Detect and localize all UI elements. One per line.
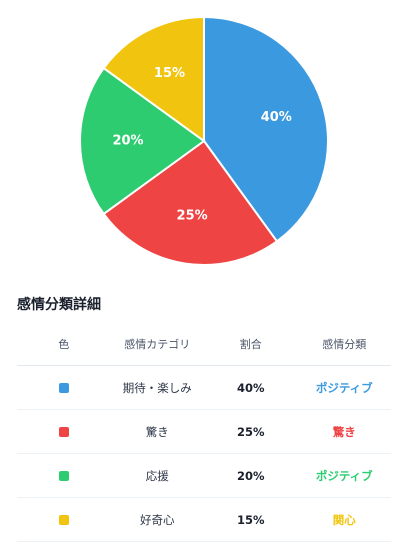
emotion-detail-table: 色 感情カテゴリ 割合 感情分類 期待・楽しみ 40% ポジティブ 驚き 25%… (17, 323, 391, 542)
category-cell: 好奇心 (110, 497, 204, 542)
color-cell (17, 497, 111, 542)
color-swatch (58, 427, 69, 437)
color-swatch (58, 383, 69, 393)
header-category: 感情カテゴリ (110, 323, 204, 366)
class-cell: ポジティブ (297, 453, 391, 498)
class-cell: ポジティブ (297, 365, 391, 410)
slice-curiosity (102, 15, 205, 143)
class-cell: 驚き (297, 409, 391, 454)
category-cell: 期待・楽しみ (110, 365, 204, 410)
color-swatch (58, 515, 69, 525)
table-row: 驚き 25% 驚き (17, 409, 391, 454)
emotion-pie-chart: 40% 25% 20% 15% (79, 15, 329, 266)
color-swatch (58, 471, 69, 481)
ratio-cell: 40% (204, 365, 298, 410)
slice-support (79, 66, 206, 216)
color-cell (17, 409, 111, 454)
table-row: 応援 20% ポジティブ (17, 453, 391, 498)
table-row: 期待・楽しみ 40% ポジティブ (17, 365, 391, 410)
slice-percent-label: 40% (261, 110, 292, 125)
category-cell: 驚き (110, 409, 204, 454)
ratio-cell: 25% (204, 409, 298, 454)
table-header-row: 色 感情カテゴリ 割合 感情分類 (17, 323, 391, 366)
slice-percent-label: 15% (154, 66, 185, 81)
slice-percent-label: 20% (112, 134, 143, 149)
ratio-cell: 20% (204, 453, 298, 498)
color-cell (17, 365, 111, 410)
class-cell: 関心 (297, 497, 391, 542)
slice-surprise (102, 139, 279, 266)
category-cell: 応援 (110, 453, 204, 498)
header-class: 感情分類 (297, 323, 391, 366)
section-title: 感情分類詳細 (17, 297, 101, 313)
ratio-cell: 15% (204, 497, 298, 542)
header-ratio: 割合 (204, 323, 298, 366)
color-cell (17, 453, 111, 498)
slice-percent-label: 25% (177, 209, 208, 224)
table-row: 好奇心 15% 関心 (17, 497, 391, 542)
header-color: 色 (17, 323, 111, 366)
slice-anticipation (203, 15, 329, 243)
